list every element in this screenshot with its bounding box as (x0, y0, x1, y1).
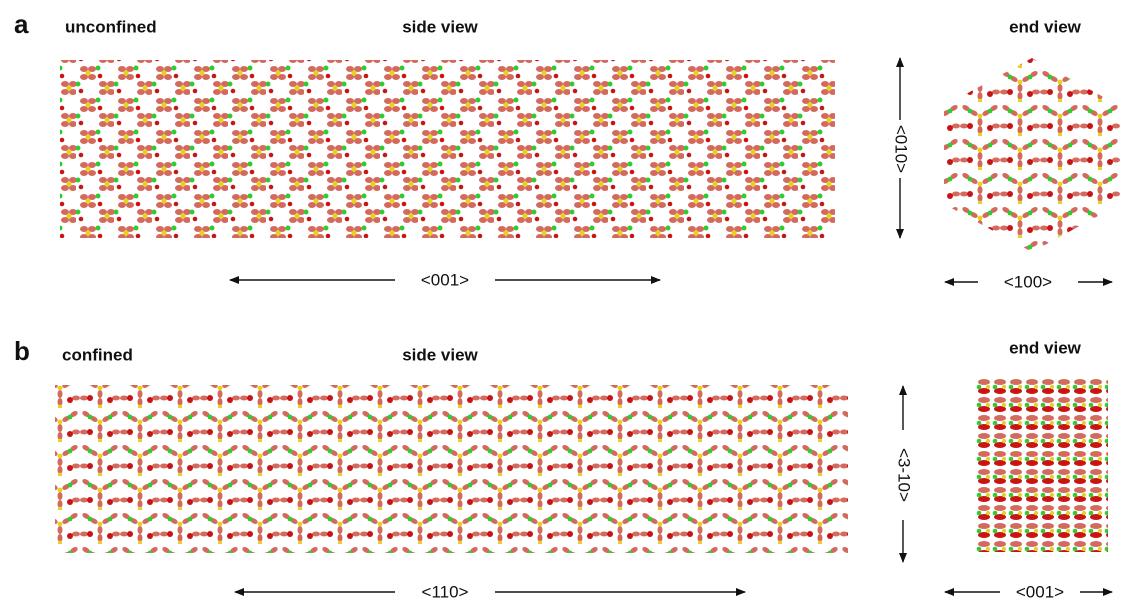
view-title: side view (402, 17, 478, 36)
axis-label: <110> (422, 582, 469, 601)
structure-side (60, 60, 835, 238)
axis-label: <3-10> (895, 448, 914, 502)
condition: unconfined (65, 17, 157, 36)
panel-label: a (14, 9, 29, 39)
structure-end (944, 58, 1120, 252)
axis-label: <100> (1004, 272, 1052, 291)
axis-label: <001> (421, 270, 469, 289)
view-title: end view (1009, 338, 1082, 357)
figure: a unconfined side view end view <010> <0… (0, 0, 1123, 605)
view-title: side view (402, 345, 478, 364)
panel-label: b (14, 336, 30, 366)
structure-end (975, 378, 1108, 552)
condition: confined (62, 345, 133, 364)
axis-label: <010> (892, 125, 911, 173)
axis-label: <001> (1016, 582, 1064, 601)
structure-side (55, 385, 848, 553)
view-title: end view (1009, 17, 1082, 36)
